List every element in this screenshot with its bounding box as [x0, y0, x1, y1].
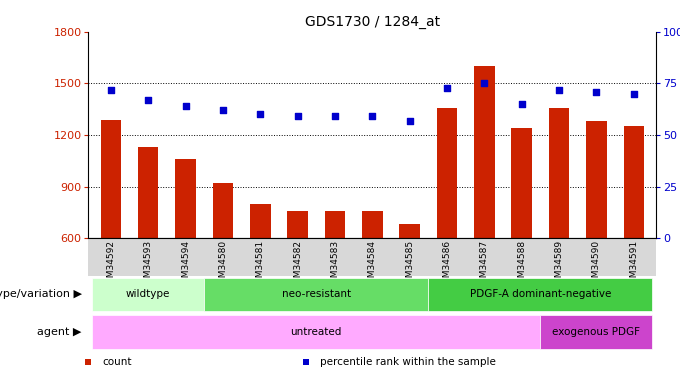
Text: GSM34589: GSM34589 — [555, 240, 564, 289]
Text: untreated: untreated — [290, 327, 342, 337]
Text: genotype/variation ▶: genotype/variation ▶ — [0, 290, 82, 299]
Point — [591, 89, 602, 95]
Point — [554, 87, 564, 93]
Text: GSM34587: GSM34587 — [480, 240, 489, 289]
Point — [404, 118, 415, 124]
Text: GSM34592: GSM34592 — [106, 240, 116, 289]
Bar — [92, 278, 204, 311]
Bar — [541, 315, 653, 349]
Bar — [175, 159, 196, 238]
Text: GSM34593: GSM34593 — [143, 240, 153, 289]
Text: GSM34586: GSM34586 — [443, 240, 452, 289]
Bar — [428, 278, 653, 311]
Point — [479, 81, 490, 87]
Text: neo-resistant: neo-resistant — [282, 290, 351, 299]
Point — [330, 113, 341, 119]
Bar — [213, 183, 233, 238]
Bar — [138, 147, 158, 238]
Point — [255, 111, 266, 117]
Bar — [288, 211, 308, 238]
Point — [180, 103, 191, 109]
Bar — [204, 278, 428, 311]
Bar — [586, 121, 607, 238]
Text: agent ▶: agent ▶ — [37, 327, 82, 337]
Bar — [549, 108, 569, 238]
Text: GSM34585: GSM34585 — [405, 240, 414, 289]
Point — [143, 97, 154, 103]
Text: percentile rank within the sample: percentile rank within the sample — [320, 357, 496, 367]
Text: GSM34583: GSM34583 — [330, 240, 339, 289]
Text: PDGF-A dominant-negative: PDGF-A dominant-negative — [470, 290, 611, 299]
Text: GSM34584: GSM34584 — [368, 240, 377, 289]
Point — [105, 87, 116, 93]
Bar — [92, 315, 541, 349]
Bar — [511, 128, 532, 238]
Point — [367, 113, 377, 119]
Bar — [101, 120, 121, 238]
Point — [516, 101, 527, 107]
Bar — [362, 211, 383, 238]
Bar — [437, 108, 457, 238]
Text: GSM34591: GSM34591 — [629, 240, 639, 289]
Point — [628, 91, 639, 97]
Bar — [474, 66, 494, 238]
Point — [441, 85, 452, 91]
Text: GSM34581: GSM34581 — [256, 240, 265, 289]
Text: GSM34582: GSM34582 — [293, 240, 302, 289]
Text: exogenous PDGF: exogenous PDGF — [552, 327, 641, 337]
Point — [292, 113, 303, 119]
Text: GSM34594: GSM34594 — [181, 240, 190, 289]
Bar — [399, 224, 420, 238]
Text: GSM34588: GSM34588 — [517, 240, 526, 289]
Text: count: count — [102, 357, 131, 367]
Bar — [250, 204, 271, 238]
Title: GDS1730 / 1284_at: GDS1730 / 1284_at — [305, 15, 440, 30]
Text: GSM34580: GSM34580 — [218, 240, 227, 289]
Bar — [324, 211, 345, 238]
Bar — [624, 126, 644, 238]
Text: wildtype: wildtype — [126, 290, 171, 299]
Text: GSM34590: GSM34590 — [592, 240, 601, 289]
Point — [218, 107, 228, 113]
